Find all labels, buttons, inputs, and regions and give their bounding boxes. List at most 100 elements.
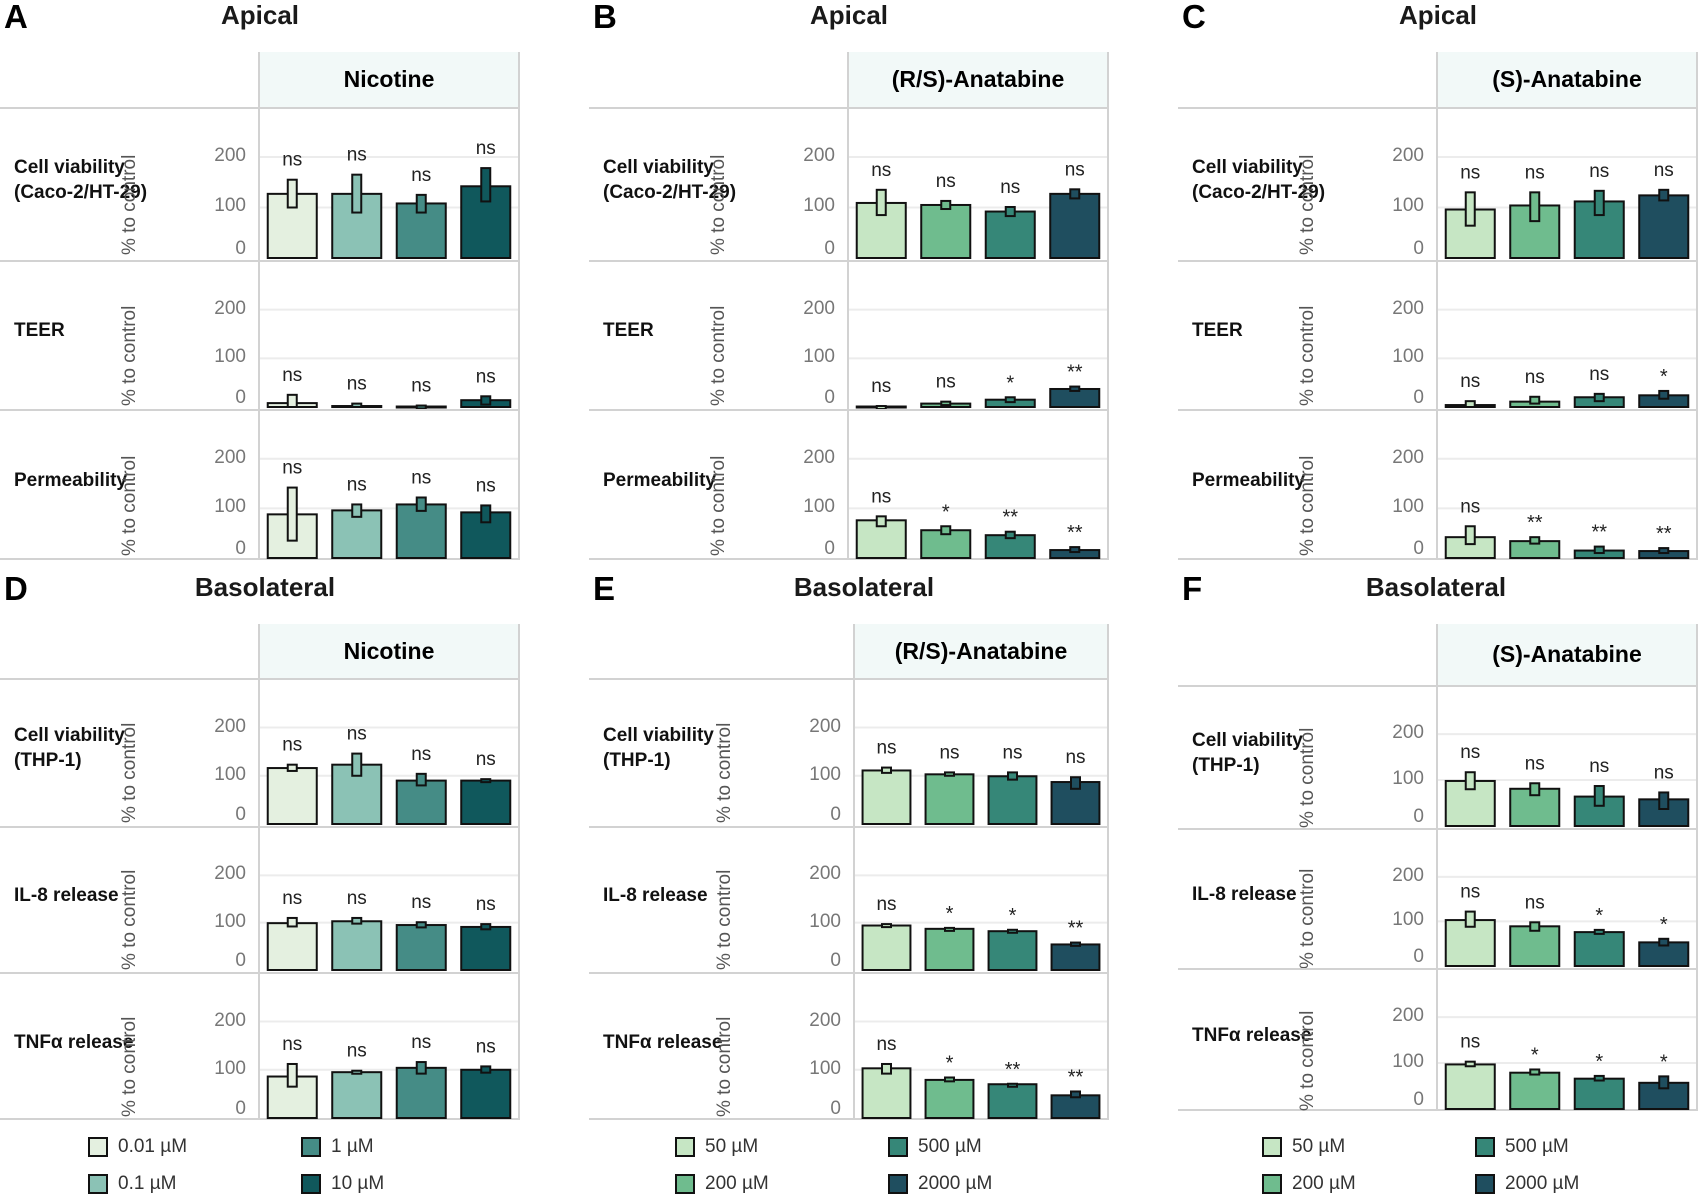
row-label: TEER	[1192, 320, 1243, 341]
error-bar	[1658, 1075, 1670, 1090]
significance-label: ns	[411, 376, 431, 397]
bar	[924, 773, 975, 825]
error-bar	[1069, 385, 1081, 392]
error-bar	[415, 772, 427, 787]
y-tick-label: 200	[803, 144, 835, 166]
metric-row: Cell viability (Caco-2/HT-29)% to contro…	[0, 107, 520, 260]
bar	[1509, 1071, 1561, 1110]
facet-divider	[1696, 968, 1698, 1109]
y-tick-label: 0	[830, 804, 841, 825]
y-tick-label: 0	[824, 238, 835, 259]
facet-divider	[847, 107, 849, 260]
metric-row: TEER % to control 0 100 200 ns ns ns ns	[0, 260, 520, 410]
significance-label: ns	[1065, 747, 1085, 768]
facet-divider	[258, 972, 260, 1118]
significance-label: *	[1595, 905, 1603, 927]
bar-plot: ns ns ns ns	[260, 724, 518, 826]
error-bar	[415, 921, 427, 929]
y-tick-label: 200	[809, 863, 841, 885]
significance-label: ns	[876, 894, 896, 915]
legend-swatch	[88, 1137, 108, 1157]
significance-label: *	[942, 501, 950, 523]
panel-letter: D	[4, 570, 28, 607]
y-axis-title: % to control	[119, 1016, 140, 1117]
significance-label: ns	[1460, 162, 1480, 183]
bar	[987, 1083, 1038, 1119]
facet-divider	[1696, 828, 1698, 968]
bar-plot: ns ns ns ns	[260, 308, 518, 410]
error-bar	[351, 503, 363, 518]
facet-divider	[853, 678, 855, 826]
bar-plot: ns ns ns ns	[849, 155, 1107, 259]
y-tick-label: 0	[235, 1098, 246, 1119]
significance-label: ns	[871, 376, 891, 397]
row-label: Permeability	[603, 470, 716, 491]
y-tick-label: 100	[809, 910, 841, 932]
significance-label: *	[1660, 366, 1668, 388]
y-tick-label: 100	[214, 1057, 246, 1079]
row-label: TEER	[603, 320, 654, 341]
error-bar	[480, 504, 492, 524]
y-tick-label: 0	[1413, 538, 1424, 559]
bar-plot: ns ns ns ns	[855, 726, 1107, 825]
error-bar	[351, 1069, 363, 1075]
error-bar	[1593, 785, 1605, 807]
facet-header: (R/S)-Anatabine	[853, 624, 1109, 678]
facet-divider	[1696, 260, 1698, 409]
error-bar	[286, 763, 298, 772]
error-bar	[480, 167, 492, 203]
legend-item: 1 µM	[301, 1136, 374, 1158]
panel-letter: B	[593, 0, 617, 35]
error-bar	[1658, 937, 1670, 947]
bar-plot: ns*****	[855, 1020, 1107, 1120]
significance-label: ns	[1525, 367, 1545, 388]
significance-label: ns	[1654, 160, 1674, 181]
y-tick-label: 100	[809, 1057, 841, 1079]
significance-label: ns	[1460, 496, 1480, 517]
metric-row: Cell viability (THP-1)% to control 0 100 20…	[1178, 685, 1698, 828]
y-tick-label: 100	[803, 346, 835, 368]
facet-header: (R/S)-Anatabine	[847, 52, 1109, 107]
error-bar	[940, 199, 952, 211]
error-bar	[351, 752, 363, 777]
facet-divider	[1436, 260, 1438, 409]
legend-item: 200 µM	[1262, 1173, 1356, 1195]
bar-plot: ns ns * *	[1438, 875, 1696, 968]
y-tick-label: 200	[1392, 864, 1424, 886]
metric-row: Permeability% to control 0 100 200 ns * ** **	[589, 409, 1109, 560]
bar-plot: ns ns ns ns	[260, 458, 518, 559]
y-tick-label: 100	[1392, 909, 1424, 931]
facet-divider	[258, 826, 260, 972]
legend-label: 500 µM	[1505, 1136, 1569, 1157]
bar	[460, 925, 512, 971]
significance-label: **	[1656, 523, 1672, 545]
bar	[924, 927, 975, 971]
legend-item: 2000 µM	[1475, 1173, 1579, 1195]
legend-item: 500 µM	[888, 1136, 982, 1158]
error-bar	[940, 525, 952, 536]
metric-row: Permeability% to control 0 100 200 ns ns ns ns	[0, 409, 520, 560]
bar	[395, 1066, 447, 1119]
significance-label: **	[1527, 512, 1543, 534]
significance-label: *	[1660, 1051, 1668, 1073]
y-tick-label: 100	[214, 763, 246, 785]
bar-plot: ns ns ns ns	[1438, 155, 1696, 260]
significance-label: ns	[411, 1032, 431, 1053]
y-tick-label: 0	[824, 387, 835, 408]
y-tick-label: 100	[214, 910, 246, 932]
significance-label: *	[1009, 905, 1017, 927]
y-tick-label: 0	[1413, 806, 1424, 827]
facet-divider	[258, 678, 260, 826]
error-bar	[1658, 389, 1670, 400]
y-tick-label: 200	[214, 1009, 246, 1031]
metric-row: Cell viability (Caco-2/HT-29)% to contro…	[589, 107, 1109, 260]
bar	[855, 201, 907, 259]
panel-title: Basolateral	[194, 572, 336, 602]
significance-label: ns	[876, 1034, 896, 1055]
legend-item: 0.01 µM	[88, 1136, 187, 1158]
row-label: IL-8 release	[1192, 883, 1297, 905]
error-bar	[1070, 1090, 1081, 1099]
facet-divider	[1107, 972, 1109, 1118]
error-bar	[1007, 928, 1018, 934]
facet-divider	[518, 678, 520, 826]
